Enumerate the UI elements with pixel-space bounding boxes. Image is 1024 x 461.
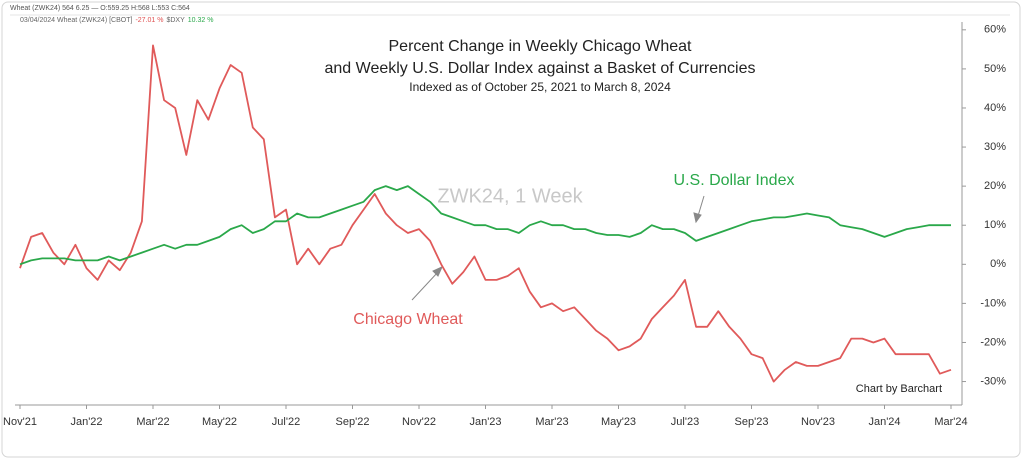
legend-part: -27.01 %: [135, 17, 163, 24]
y-tick-label: 0%: [990, 258, 1006, 270]
y-tick-label: -20%: [980, 336, 1006, 348]
series-label: U.S. Dollar Index: [674, 172, 795, 189]
chart-title: and Weekly U.S. Dollar Index against a B…: [324, 60, 755, 77]
x-tick-label: Nov'21: [3, 416, 37, 428]
x-tick-label: Jan'24: [868, 416, 900, 428]
x-tick-label: May'23: [601, 416, 636, 428]
x-tick-label: Jul'23: [671, 416, 699, 428]
y-tick-label: -10%: [980, 297, 1006, 309]
x-tick-label: Jan'22: [70, 416, 102, 428]
credit: Chart by Barchart: [856, 383, 942, 395]
legend-part: 10.32 %: [188, 17, 214, 24]
y-tick-label: -30%: [980, 375, 1006, 387]
x-tick-label: Jan'23: [469, 416, 501, 428]
legend-part: $DXY: [166, 17, 185, 24]
y-tick-label: 60%: [984, 24, 1006, 36]
x-tick-label: Mar'22: [136, 416, 169, 428]
y-tick-label: 20%: [984, 180, 1006, 192]
y-tick-label: 10%: [984, 219, 1006, 231]
y-tick-label: 30%: [984, 141, 1006, 153]
wheat-arrow: [411, 266, 443, 301]
chart-title: Percent Change in Weekly Chicago Wheat: [389, 38, 693, 55]
x-tick-label: Sep'23: [735, 416, 769, 428]
series-line: [19, 185, 951, 266]
series-label: Chicago Wheat: [353, 311, 463, 328]
x-tick-label: Jul'22: [272, 416, 300, 428]
series-line: [19, 44, 952, 383]
y-tick-label: 50%: [984, 63, 1006, 75]
x-tick-label: Nov'22: [402, 416, 436, 428]
dollar-arrow: [693, 195, 705, 224]
header: Wheat (ZWK24) 564 6.25 — O:559.25 H:568 …: [10, 5, 190, 12]
x-tick-label: Mar'24: [934, 416, 967, 428]
chart-subtitle: Indexed as of October 25, 2021 to March …: [409, 80, 671, 94]
x-tick-label: Sep'22: [336, 416, 370, 428]
legend-part: 03/04/2024 Wheat (ZWK24) [CBOT]: [20, 17, 132, 24]
y-tick-label: 40%: [984, 102, 1006, 114]
x-tick-label: Nov'23: [801, 416, 835, 428]
x-tick-label: May'22: [202, 416, 237, 428]
watermark: ZWK24, 1 Week: [437, 185, 583, 207]
x-tick-label: Mar'23: [535, 416, 568, 428]
legend-line: 03/04/2024 Wheat (ZWK24) [CBOT] -27.01 % $…: [20, 17, 213, 24]
